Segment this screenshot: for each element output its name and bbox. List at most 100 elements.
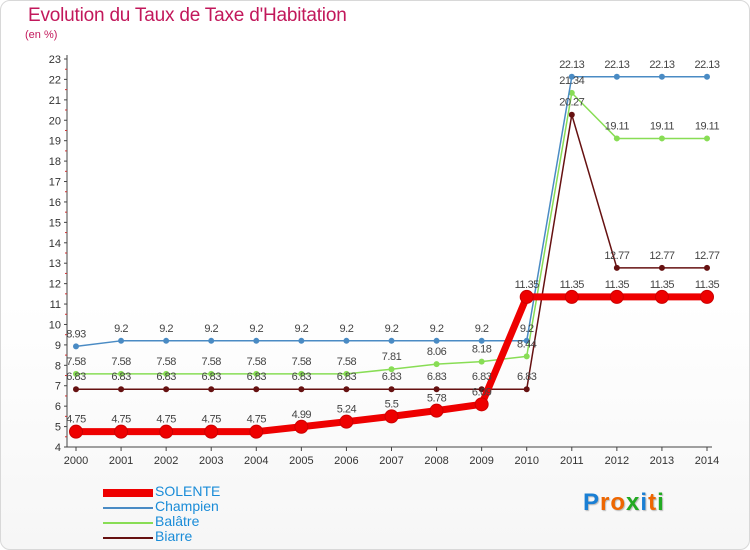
x-tick-label: 2007: [379, 455, 403, 467]
data-point: [704, 73, 710, 80]
y-tick-label: 9: [55, 340, 61, 352]
x-tick-label: 2001: [109, 455, 133, 467]
data-point: [208, 370, 215, 377]
data-point: [478, 386, 485, 393]
brand-letter: o: [610, 489, 627, 516]
data-point: [568, 111, 575, 118]
data-label: 6.83: [517, 371, 537, 383]
data-label: 9.2: [520, 323, 534, 335]
data-point: [704, 264, 710, 271]
x-tick-label: 2003: [199, 455, 223, 467]
y-tick-label: 4: [55, 442, 61, 454]
data-point: [253, 337, 260, 344]
data-point: [568, 89, 575, 96]
data-label: 6.83: [337, 371, 357, 383]
data-point: [343, 337, 350, 344]
data-point: [73, 370, 79, 377]
data-point: [388, 366, 395, 373]
data-point: [388, 337, 395, 344]
x-tick-label: 2011: [560, 455, 584, 467]
data-point: [658, 73, 665, 80]
chart-subtitle: (en %): [25, 29, 58, 41]
data-point: [613, 135, 620, 142]
brand-letter: i: [640, 489, 649, 516]
y-tick-label: 18: [49, 156, 61, 168]
data-label: 6.83: [247, 371, 267, 383]
data-label: 9.2: [114, 323, 128, 335]
data-label: 6.83: [111, 371, 131, 383]
data-label: 7.58: [202, 356, 222, 368]
legend-swatch: [103, 507, 153, 509]
data-label: 9.2: [249, 323, 263, 335]
data-label: 4.99: [292, 409, 312, 421]
data-point: [208, 337, 215, 344]
data-label: 9.2: [294, 323, 308, 335]
data-label: 19.11: [695, 120, 720, 132]
data-label: 4.75: [111, 414, 131, 426]
y-tick-label: 12: [49, 279, 61, 291]
data-label: 5.5: [385, 398, 399, 410]
data-label: 6.83: [427, 371, 447, 383]
x-tick-label: 2014: [695, 455, 719, 467]
y-tick-label: 14: [49, 238, 61, 250]
data-point: [704, 135, 710, 142]
data-point: [613, 264, 620, 271]
data-label: 6.83: [292, 371, 312, 383]
data-point: [298, 386, 305, 393]
brand-letter: P: [583, 489, 601, 516]
data-point: [298, 370, 305, 377]
data-label: 9.2: [204, 323, 218, 335]
data-point: [523, 386, 530, 393]
x-tick-label: 2008: [424, 455, 448, 467]
x-tick-label: 2010: [514, 455, 538, 467]
x-tick-label: 2004: [244, 455, 268, 467]
data-point: [118, 370, 125, 377]
y-tick-label: 16: [49, 197, 61, 209]
y-tick-label: 10: [49, 319, 61, 331]
data-point: [159, 424, 174, 439]
data-point: [523, 353, 530, 360]
x-tick-label: 2006: [334, 455, 358, 467]
data-label: 9.2: [430, 323, 444, 335]
data-point: [118, 337, 125, 344]
data-point: [388, 386, 395, 393]
chart-title: Evolution du Taux de Taxe d'Habitation: [28, 5, 347, 26]
data-point: [118, 386, 125, 393]
data-point: [73, 386, 79, 393]
data-label: 4.75: [247, 414, 267, 426]
data-point: [433, 386, 440, 393]
data-point: [658, 264, 665, 271]
data-point: [343, 370, 350, 377]
legend-label: Biarre: [155, 528, 193, 544]
data-point: [298, 337, 305, 344]
data-point: [658, 135, 665, 142]
data-label: 20.27: [559, 97, 584, 109]
data-label: 22.13: [694, 59, 719, 71]
y-tick-label: 23: [49, 54, 61, 66]
data-label: 8.44: [517, 338, 537, 350]
x-tick-label: 2013: [650, 455, 674, 467]
series-line-champien: [75, 76, 707, 348]
data-point: [208, 386, 215, 393]
data-point: [523, 337, 530, 344]
data-point: [568, 73, 575, 80]
y-tick-label: 21: [49, 95, 61, 107]
brand-letter: x: [626, 489, 641, 516]
legend-label: Balâtre: [155, 513, 200, 529]
legend-swatch: [103, 537, 153, 539]
y-tick-label: 13: [49, 258, 61, 270]
y-tick-label: 5: [55, 422, 61, 434]
data-label: 21.34: [559, 75, 584, 87]
data-point: [294, 419, 309, 434]
data-label: 9.2: [385, 323, 399, 335]
data-point: [69, 424, 83, 439]
data-label: 11.35: [695, 279, 720, 291]
brand-letter: i: [657, 489, 665, 516]
data-label: 8.93: [66, 328, 86, 340]
data-point: [433, 361, 440, 368]
data-label: 6.83: [472, 371, 492, 383]
data-label: 6.83: [156, 371, 176, 383]
data-point: [204, 424, 219, 439]
